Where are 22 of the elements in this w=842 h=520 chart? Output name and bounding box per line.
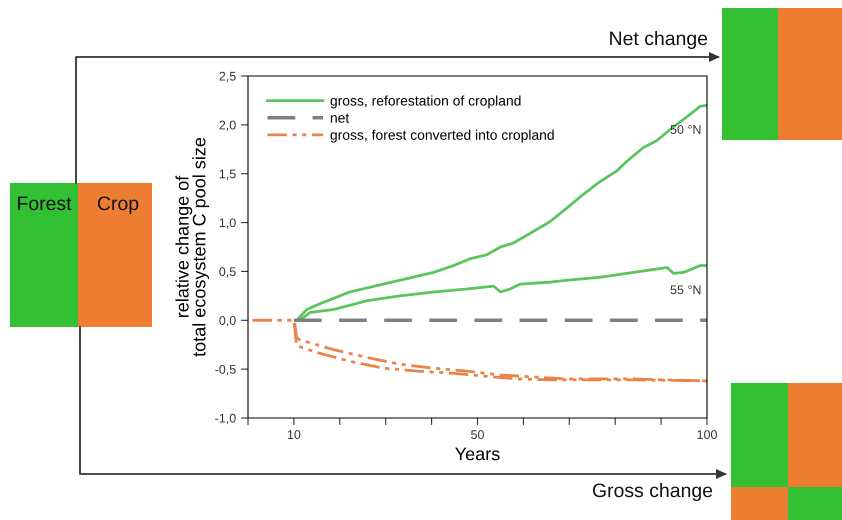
x-tick-label: 50 <box>471 430 484 439</box>
y-tick-label: 1,5 <box>220 170 236 180</box>
y-tick-label: 0,5 <box>219 267 236 278</box>
legend-label: gross, forest converted into cropland <box>330 130 554 143</box>
x-axis-title: Years <box>455 448 500 460</box>
x-tick-label: 10 <box>288 430 300 439</box>
y-tick-label: 0,0 <box>219 316 236 326</box>
y-tick-label: 1,0 <box>220 218 236 229</box>
text: Net change <box>610 30 708 50</box>
legend-label: gross, reforestation of cropland <box>330 95 521 108</box>
annotation: 50 °N <box>670 125 700 134</box>
y-tick-label: 2,0 <box>219 120 236 131</box>
y-tick-label: -1,0 <box>215 414 236 424</box>
text: Crop <box>98 196 138 214</box>
text: Gross change <box>592 482 712 502</box>
y-axis-title: relative change of total ecosystem C pool size <box>175 138 210 357</box>
y-tick-label: -0,5 <box>215 364 236 376</box>
text: Forest <box>18 196 72 210</box>
annotation: 55 °N <box>670 285 700 294</box>
x-tick-label: 100 <box>698 430 717 439</box>
legend-label: net <box>330 114 350 123</box>
y-tick-label: 2,5 <box>219 72 236 82</box>
